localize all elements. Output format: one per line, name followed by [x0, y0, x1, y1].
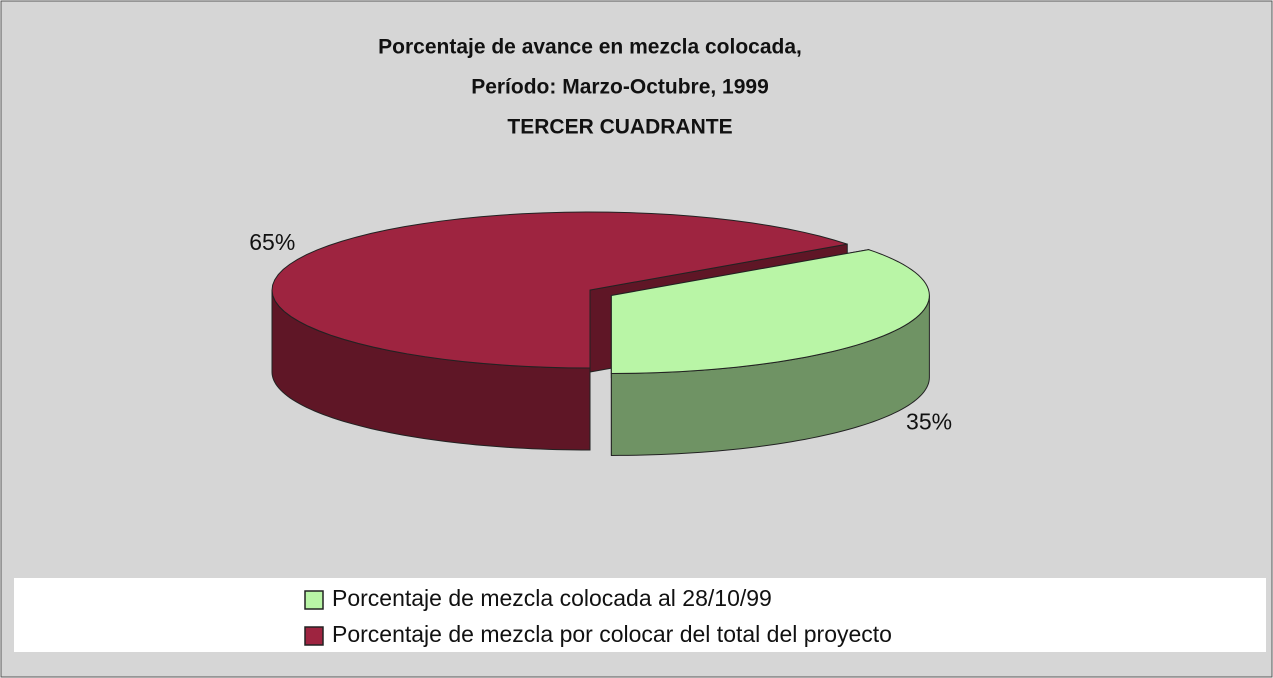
legend-label: Porcentaje de mezcla colocada al 28/10/9… — [332, 585, 772, 611]
chart-title: Porcentaje de avance en mezcla colocada, — [378, 36, 802, 59]
legend-swatch — [304, 626, 324, 646]
chart-title: TERCER CUADRANTE — [507, 116, 732, 139]
legend-box — [14, 578, 1266, 652]
data-label: 65% — [249, 229, 295, 255]
slice — [271, 211, 848, 369]
legend: Porcentaje de mezcla colocada al 28/10/9… — [304, 585, 892, 647]
pie: 65% 35% — [249, 211, 952, 456]
legend-label: Porcentaje de mezcla por colocar del tot… — [332, 621, 892, 647]
slice — [610, 249, 930, 374]
data-label: 35% — [906, 409, 952, 435]
legend-swatch — [304, 590, 324, 610]
chart-title: Período: Marzo-Octubre, 1999 — [471, 76, 769, 99]
